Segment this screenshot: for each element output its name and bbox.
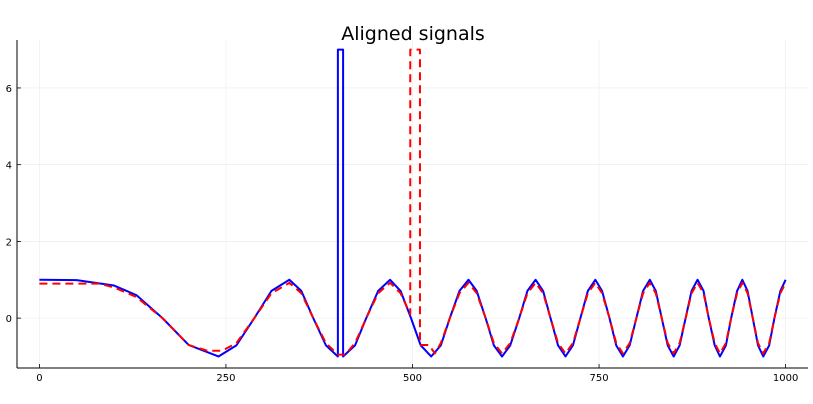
x-tick-label: 750 — [590, 373, 609, 384]
y-tick-label: 6 — [6, 84, 12, 95]
y-tick-label: 0 — [6, 314, 12, 325]
y-tick-label: 2 — [6, 237, 12, 248]
x-tick-label: 1000 — [773, 373, 798, 384]
x-tick-label: 250 — [216, 373, 235, 384]
chart-title: Aligned signals — [341, 23, 485, 45]
y-tick-label: 4 — [6, 161, 12, 172]
x-tick-label: 500 — [403, 373, 422, 384]
series-line — [39, 48, 787, 356]
x-tick-label: 0 — [36, 373, 42, 384]
